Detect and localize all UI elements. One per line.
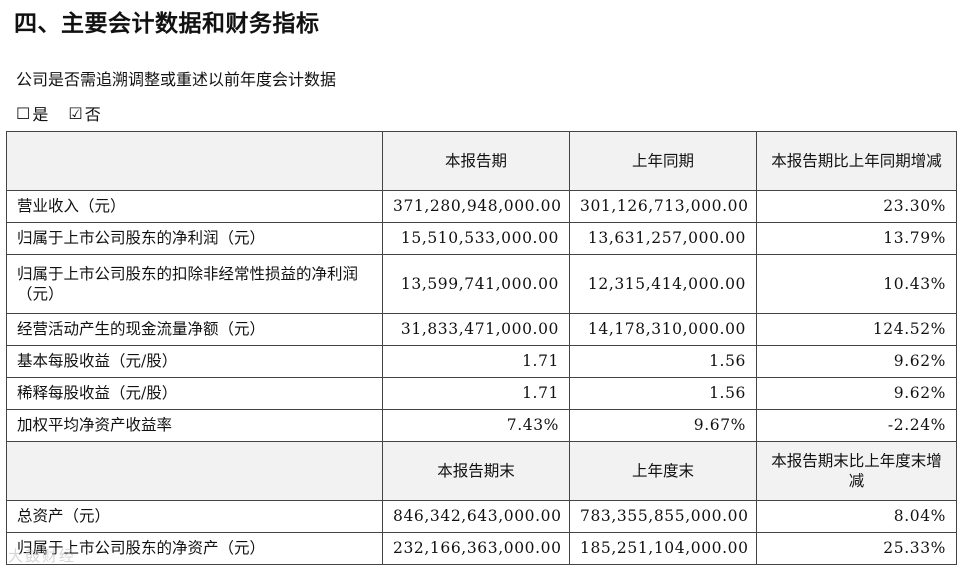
table-row: 营业收入（元） 371,280,948,000.00 301,126,713,0… — [6, 190, 957, 223]
row-label: 总资产（元） — [6, 500, 383, 533]
current-value: 371,280,948,000.00 — [382, 190, 570, 223]
change-value: 9.62% — [756, 377, 957, 410]
section-title: 四、主要会计数据和财务指标 — [14, 11, 320, 37]
table-row: 加权平均净资产收益率 7.43% 9.67% -2.24% — [6, 409, 957, 442]
prior-value: 301,126,713,000.00 — [569, 190, 757, 223]
table-header-row: 本报告期 上年同期 本报告期比上年同期增减 — [6, 131, 957, 191]
prior-value: 1.56 — [569, 345, 757, 378]
change-value: -2.24% — [756, 409, 957, 442]
answer-yes: ☐ 是 — [16, 101, 48, 125]
change-value: 23.30% — [756, 190, 957, 223]
answer-no-label: 否 — [84, 105, 101, 124]
header-prior-period: 上年同期 — [569, 131, 757, 191]
table-row: 归属于上市公司股东的净资产（元） 232,166,363,000.00 185,… — [6, 532, 957, 565]
row-label: 稀释每股收益（元/股） — [6, 377, 383, 410]
change-value: 10.43% — [756, 254, 957, 314]
current-value: 31,833,471,000.00 — [382, 313, 570, 346]
change-value: 25.33% — [756, 532, 957, 565]
current-value: 232,166,363,000.00 — [382, 532, 570, 565]
table-row: 稀释每股收益（元/股） 1.71 1.56 9.62% — [6, 377, 957, 410]
table-row: 归属于上市公司股东的净利润（元） 15,510,533,000.00 13,63… — [6, 222, 957, 255]
header-prior-year-end: 上年度末 — [569, 441, 757, 501]
current-value: 7.43% — [382, 409, 570, 442]
current-value: 1.71 — [382, 345, 570, 378]
table-header-row-period-end: 本报告期末 上年度末 本报告期末比上年度末增减 — [6, 441, 957, 501]
current-value: 1.71 — [382, 377, 570, 410]
answer-no: ☑ 否 — [68, 101, 100, 125]
prior-value: 14,178,310,000.00 — [569, 313, 757, 346]
checkbox-checked-icon: ☑ — [68, 103, 83, 123]
current-value: 846,342,643,000.00 — [382, 500, 570, 533]
row-label: 营业收入（元） — [6, 190, 383, 223]
header-blank-cell — [6, 441, 383, 501]
row-label: 加权平均净资产收益率 — [6, 409, 383, 442]
table-row: 基本每股收益（元/股） 1.71 1.56 9.62% — [6, 345, 957, 378]
prior-value: 185,251,104,000.00 — [569, 532, 757, 565]
table-row: 归属于上市公司股东的扣除非经常性损益的净利润（元） 13,599,741,000… — [6, 254, 957, 314]
restatement-answers: ☐ 是 ☑ 否 — [16, 101, 101, 125]
change-value: 8.04% — [756, 500, 957, 533]
prior-value: 9.67% — [569, 409, 757, 442]
row-label: 归属于上市公司股东的扣除非经常性损益的净利润（元） — [6, 254, 383, 314]
watermark: 大鼓财经 — [8, 547, 77, 565]
checkbox-unchecked-icon: ☐ — [16, 103, 31, 123]
row-label: 基本每股收益（元/股） — [6, 345, 383, 378]
header-change-period-end: 本报告期末比上年度末增减 — [756, 441, 957, 501]
header-current-period: 本报告期 — [382, 131, 570, 191]
row-label: 归属于上市公司股东的净利润（元） — [6, 222, 383, 255]
prior-value: 1.56 — [569, 377, 757, 410]
prior-value: 13,631,257,000.00 — [569, 222, 757, 255]
row-label: 归属于上市公司股东的净资产（元） — [6, 532, 383, 565]
prior-value: 12,315,414,000.00 — [569, 254, 757, 314]
prior-value: 783,355,855,000.00 — [569, 500, 757, 533]
change-value: 9.62% — [756, 345, 957, 378]
change-value: 13.79% — [756, 222, 957, 255]
current-value: 15,510,533,000.00 — [382, 222, 570, 255]
financial-data-table: 本报告期 上年同期 本报告期比上年同期增减 营业收入（元） 371,280,94… — [6, 131, 957, 565]
answer-yes-label: 是 — [32, 105, 49, 124]
table-row: 经营活动产生的现金流量净额（元） 31,833,471,000.00 14,17… — [6, 313, 957, 346]
table-row: 总资产（元） 846,342,643,000.00 783,355,855,00… — [6, 500, 957, 533]
header-current-period-end: 本报告期末 — [382, 441, 570, 501]
header-blank-cell — [6, 131, 383, 191]
row-label: 经营活动产生的现金流量净额（元） — [6, 313, 383, 346]
restatement-question: 公司是否需追溯调整或重述以前年度会计数据 — [16, 70, 337, 89]
change-value: 124.52% — [756, 313, 957, 346]
current-value: 13,599,741,000.00 — [382, 254, 570, 314]
header-change: 本报告期比上年同期增减 — [756, 131, 957, 191]
